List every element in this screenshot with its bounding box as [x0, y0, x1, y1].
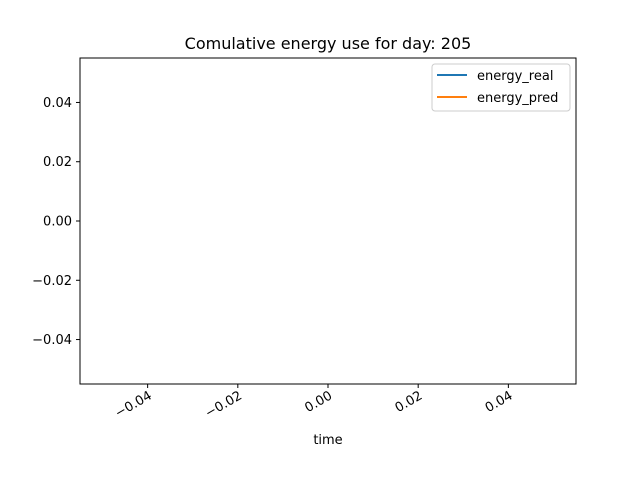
y-axis-ticks: 0.04 0.02 0.00 −0.02 −0.04: [32, 96, 80, 348]
legend-label-energy-pred: energy_pred: [477, 91, 558, 106]
y-tick-label: 0.00: [43, 215, 72, 230]
x-tick-label: 0.00: [302, 388, 335, 415]
y-tick-label: −0.04: [32, 333, 72, 348]
y-tick-label: 0.04: [43, 96, 72, 111]
y-tick-label: 0.02: [43, 155, 72, 170]
x-tick-label: 0.02: [393, 388, 426, 415]
x-tick-label: −0.04: [113, 388, 155, 421]
plot-area: [79, 57, 577, 385]
legend-label-energy-real: energy_real: [477, 69, 553, 84]
x-tick-label: 0.04: [483, 388, 516, 415]
x-axis-ticks: −0.04 −0.02 0.00 0.02 0.04: [113, 384, 516, 421]
chart-title: Comulative energy use for day: 205: [185, 34, 472, 53]
legend: energy_real energy_pred: [431, 63, 571, 112]
y-tick-label: −0.02: [32, 274, 72, 289]
x-tick-label: −0.02: [203, 388, 245, 421]
x-axis-label: time: [313, 433, 342, 448]
